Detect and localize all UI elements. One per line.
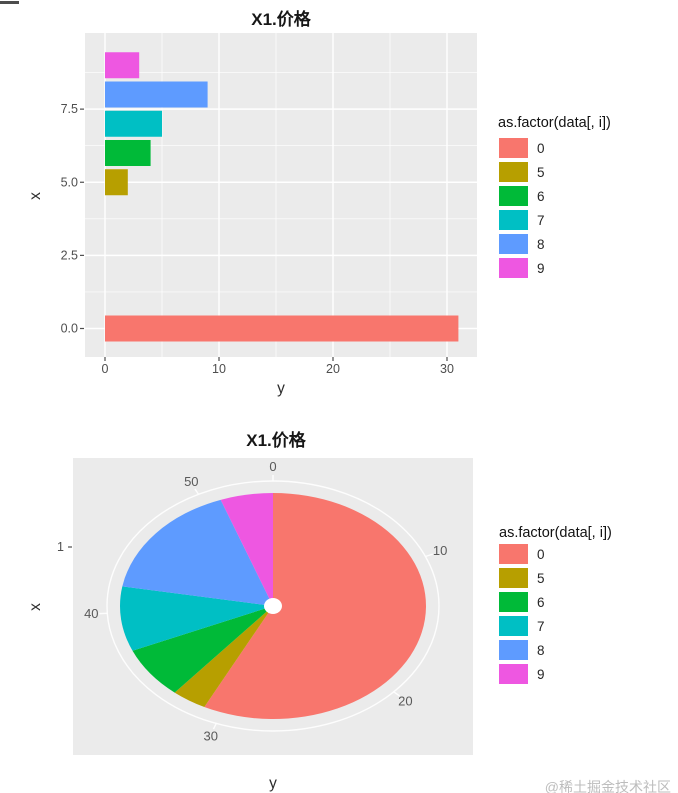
pie-slice-category-9 bbox=[220, 493, 273, 606]
polar-tick-label: 10 bbox=[433, 543, 447, 558]
polar-tick-label: 20 bbox=[398, 693, 412, 708]
pie-chart-legend: as.factor(data[, i]) 0 5 6 7 8 9 bbox=[499, 525, 612, 684]
polar-tick-label: 40 bbox=[84, 606, 98, 621]
polar-tick-label: 30 bbox=[204, 729, 218, 744]
bar-chart-x-ticks: 0 10 20 30 bbox=[102, 357, 454, 376]
bar-chart-title: X1.价格 bbox=[251, 9, 312, 29]
legend-swatch-5 bbox=[499, 568, 528, 588]
watermark: @稀土掘金技术社区 bbox=[545, 779, 671, 793]
radial-tick-label: 1 bbox=[57, 540, 64, 554]
bar-category-5 bbox=[105, 169, 128, 196]
legend-swatch-9 bbox=[499, 258, 528, 278]
legend-swatch-5 bbox=[499, 162, 528, 182]
legend-label-7: 7 bbox=[537, 619, 545, 634]
polar-tick-mark bbox=[425, 553, 433, 558]
x-tick-label: 10 bbox=[212, 362, 226, 376]
pie-chart-title: X1.价格 bbox=[246, 430, 307, 450]
y-tick-label: 7.5 bbox=[61, 102, 78, 116]
legend-entries: 0 5 6 7 8 9 bbox=[499, 138, 545, 278]
bar-category-0 bbox=[105, 315, 459, 342]
legend-label-6: 6 bbox=[537, 595, 545, 610]
bar-chart-legend: as.factor(data[, i]) 0 5 6 7 8 9 bbox=[498, 115, 611, 278]
legend-swatch-9 bbox=[499, 664, 528, 684]
y-tick-label: 2.5 bbox=[61, 248, 78, 262]
polar-tick-label: 0 bbox=[269, 459, 276, 474]
corner-dash bbox=[0, 1, 19, 4]
legend-swatch-6 bbox=[499, 186, 528, 206]
bar-category-7 bbox=[105, 110, 162, 137]
legend-label-7: 7 bbox=[537, 213, 545, 228]
legend-label-5: 5 bbox=[537, 165, 545, 180]
x-tick-label: 30 bbox=[440, 362, 454, 376]
x-tick-label: 0 bbox=[102, 362, 109, 376]
pie-chart-angle-labels: 0 10 20 30 40 50 bbox=[84, 459, 447, 744]
legend-label-9: 9 bbox=[537, 261, 545, 276]
legend-entries: 0 5 6 7 8 9 bbox=[499, 544, 545, 684]
bar-category-9 bbox=[105, 52, 140, 79]
pie-chart-slices bbox=[119, 493, 427, 719]
legend-label-0: 0 bbox=[537, 141, 545, 156]
pie-chart-radial-ticks: 1 bbox=[57, 540, 72, 554]
y-tick-label: 5.0 bbox=[61, 175, 78, 189]
legend-label-5: 5 bbox=[537, 571, 545, 586]
legend-swatch-7 bbox=[499, 210, 528, 230]
pie-slice-category-8 bbox=[122, 499, 273, 606]
pie-chart-x-axis-title: y bbox=[269, 775, 277, 792]
polar-tick-mark bbox=[194, 488, 200, 495]
bar-chart-bars bbox=[105, 52, 459, 342]
bar-chart: X1.价格 0 10 20 30 0.0 2.5 5.0 7.5 y x as.factor… bbox=[27, 9, 611, 397]
pie-slice-category-6 bbox=[132, 606, 273, 693]
legend-swatch-0 bbox=[499, 138, 528, 158]
legend-label-6: 6 bbox=[537, 189, 545, 204]
pie-slice-category-5 bbox=[174, 606, 273, 707]
legend-swatch-8 bbox=[499, 234, 528, 254]
legend-title: as.factor(data[, i]) bbox=[499, 525, 612, 541]
legend-title: as.factor(data[, i]) bbox=[498, 115, 611, 131]
pie-chart-y-axis-title: x bbox=[27, 603, 44, 611]
x-tick-label: 20 bbox=[326, 362, 340, 376]
pie-slice-category-7 bbox=[119, 586, 273, 651]
legend-swatch-7 bbox=[499, 616, 528, 636]
polar-tick-mark bbox=[212, 723, 217, 730]
bar-category-6 bbox=[105, 140, 151, 166]
pie-chart-center-dot bbox=[264, 598, 282, 614]
legend-swatch-6 bbox=[499, 592, 528, 612]
bar-category-8 bbox=[105, 81, 208, 108]
legend-swatch-0 bbox=[499, 544, 528, 564]
bar-chart-x-axis-title: y bbox=[277, 380, 285, 397]
legend-label-0: 0 bbox=[537, 547, 545, 562]
legend-swatch-8 bbox=[499, 640, 528, 660]
legend-label-8: 8 bbox=[537, 237, 545, 252]
pie-chart-grid-ring bbox=[99, 475, 440, 732]
bar-chart-y-axis-title: x bbox=[27, 192, 44, 200]
bar-chart-y-ticks: 0.0 2.5 5.0 7.5 bbox=[61, 102, 84, 336]
pie-slice-category-0 bbox=[204, 493, 427, 719]
polar-tick-mark bbox=[393, 691, 400, 697]
legend-label-9: 9 bbox=[537, 667, 545, 682]
y-tick-label: 0.0 bbox=[61, 322, 78, 336]
polar-tick-label: 50 bbox=[184, 474, 198, 489]
legend-label-8: 8 bbox=[537, 643, 545, 658]
